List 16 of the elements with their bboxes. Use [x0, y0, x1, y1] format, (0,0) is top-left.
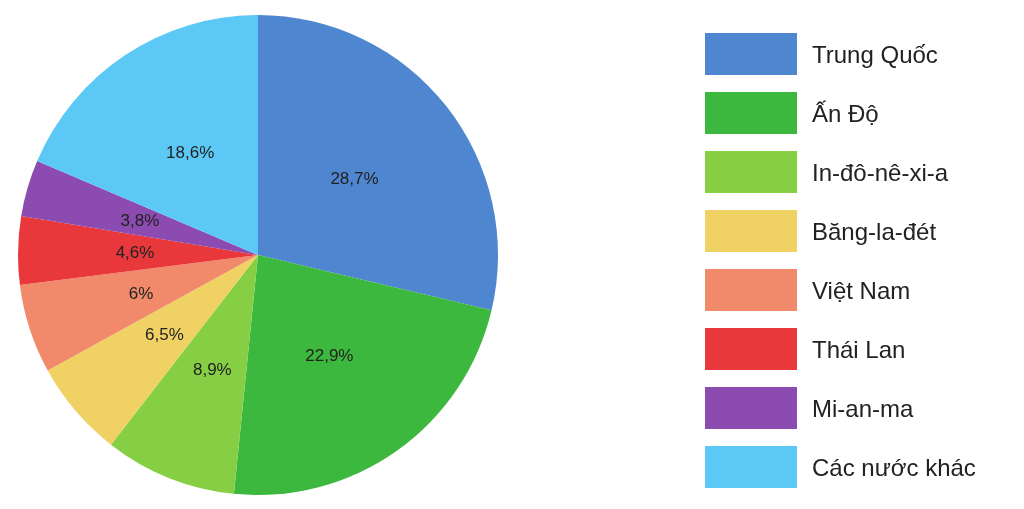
data-label: 18,6% — [166, 142, 215, 162]
data-label: 28,7% — [330, 169, 379, 189]
data-label: 22,9% — [305, 345, 354, 365]
legend-label: Băng-la-đét — [812, 217, 937, 245]
legend-label: Ấn Độ — [812, 99, 879, 127]
legend-label: Các nước khác — [812, 453, 976, 481]
data-label: 4,6% — [115, 243, 155, 263]
data-label: 3,8% — [120, 211, 160, 231]
data-label: 6,5% — [145, 325, 184, 345]
legend-label: Việt Nam — [812, 276, 911, 304]
data-label: 8,9% — [192, 359, 232, 379]
legend-label: Mi-an-ma — [812, 394, 914, 422]
data-label: 6% — [128, 283, 154, 303]
legend-label: Thái Lan — [812, 335, 906, 363]
legend-label: Trung Quốc — [812, 40, 938, 68]
legend-label: In-đô-nê-xi-a — [812, 158, 949, 186]
